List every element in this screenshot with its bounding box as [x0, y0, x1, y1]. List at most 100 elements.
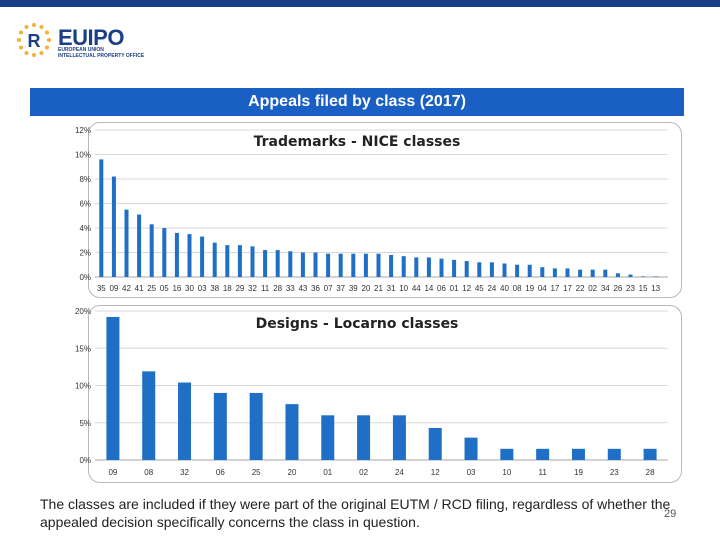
bar-class-01	[452, 259, 457, 277]
bar-class-45	[477, 262, 482, 277]
logo-star-icon	[45, 45, 49, 50]
bar-class-18	[225, 245, 230, 277]
x-tick-label: 03	[467, 468, 476, 477]
bar-class-06	[439, 258, 444, 278]
bar-class-15	[641, 276, 646, 277]
bar-class-13	[653, 276, 658, 277]
bar-class-17	[552, 268, 557, 277]
bar-class-09	[111, 176, 116, 277]
x-tick-label: 11	[539, 468, 548, 477]
trademarks-chart-frame	[88, 122, 682, 298]
x-tick-label: 30	[185, 284, 194, 293]
y-tick-label: 2%	[79, 249, 91, 258]
designs-bar-chart: 0% 5% 10% 15% 20% Designs - Locarno classes 09…	[75, 307, 668, 477]
x-tick-label: 07	[324, 284, 333, 293]
x-tick-label: 26	[613, 284, 622, 293]
x-tick-label: 23	[626, 284, 635, 293]
x-tick-label: 12	[431, 468, 440, 477]
x-tick-label: 18	[223, 284, 232, 293]
logo-star-icon	[39, 51, 44, 55]
x-tick-label: 01	[450, 284, 459, 293]
x-tick-label: 03	[198, 284, 207, 293]
logo-subtitle: EUROPEAN UNION INTELLECTUAL PROPERTY OFF…	[58, 47, 144, 59]
bar-class-20	[285, 404, 299, 461]
slide-title: Appeals filed by class (2017)	[30, 88, 684, 116]
chart-title: Trademarks - NICE classes	[254, 134, 461, 150]
bar-class-29	[237, 245, 242, 277]
bar-class-32	[250, 246, 255, 278]
euipo-star-circle-logo-icon: R	[17, 23, 51, 57]
logo-subtitle-line-2: INTELLECTUAL PROPERTY OFFICE	[58, 53, 145, 59]
y-tick-label: 10%	[75, 151, 91, 160]
y-tick-label: 8%	[79, 175, 91, 184]
bar-class-38	[212, 242, 217, 277]
x-tick-label: 38	[210, 284, 219, 293]
bar-class-37	[338, 253, 343, 277]
x-tick-label: 11	[261, 284, 270, 293]
x-tick-label: 34	[601, 284, 610, 293]
x-tick-label: 06	[216, 468, 225, 477]
x-tick-label: 04	[538, 284, 547, 293]
bar-class-11	[536, 448, 550, 460]
x-tick-label: 45	[475, 284, 484, 293]
bar-class-09	[106, 316, 120, 460]
bar-class-26	[615, 273, 620, 277]
bar-class-24	[392, 415, 406, 460]
x-tick-label: 23	[610, 468, 619, 477]
x-tick-label: 06	[437, 284, 446, 293]
logo-star-icon	[45, 30, 49, 35]
logo-star-icon	[47, 38, 51, 42]
x-tick-label: 14	[424, 284, 433, 293]
logo-star-icon	[19, 30, 23, 35]
x-tick-label: 28	[273, 284, 282, 293]
bar-class-07	[326, 253, 331, 277]
bar-class-23	[628, 274, 633, 277]
logo-star-icon	[24, 25, 29, 29]
logo-star-icon	[32, 53, 36, 57]
chart-title: Designs - Locarno classes	[256, 316, 459, 332]
bar-class-32	[178, 382, 192, 460]
logo-star-icon	[24, 51, 29, 55]
bar-class-22	[578, 269, 583, 277]
x-tick-label: 40	[500, 284, 509, 293]
x-tick-label: 28	[646, 468, 655, 477]
x-tick-label: 10	[502, 468, 511, 477]
y-tick-label: 10%	[75, 382, 91, 391]
x-tick-label: 32	[248, 284, 257, 293]
bar-class-02	[357, 415, 371, 460]
y-tick-label: 0%	[79, 273, 91, 282]
bar-class-31	[389, 254, 394, 277]
logo-name: EUIPO	[58, 25, 124, 50]
x-tick-label: 10	[399, 284, 408, 293]
x-tick-label: 25	[252, 468, 261, 477]
bar-class-08	[142, 371, 156, 460]
x-tick-label: 13	[651, 284, 660, 293]
bar-class-23	[607, 448, 621, 460]
x-tick-label: 20	[288, 468, 297, 477]
x-tick-label: 15	[639, 284, 648, 293]
x-tick-label: 44	[412, 284, 421, 293]
x-tick-label: 17	[550, 284, 559, 293]
bar-class-17	[565, 268, 570, 277]
bar-class-41	[137, 214, 142, 277]
x-tick-label: 09	[109, 284, 118, 293]
x-tick-label: 21	[374, 284, 383, 293]
bar-class-10	[401, 256, 406, 277]
logo-star-icon	[19, 45, 23, 50]
bar-class-12	[464, 261, 469, 277]
bar-class-20	[363, 253, 368, 277]
x-tick-label: 20	[361, 284, 370, 293]
bar-class-05	[162, 228, 167, 277]
bar-class-21	[376, 253, 381, 277]
x-tick-label: 24	[395, 468, 404, 477]
bar-class-04	[540, 267, 545, 277]
logo-subtitle-line-1: EUROPEAN UNION	[58, 47, 104, 53]
bar-class-02	[590, 269, 595, 277]
footer-note: The classes are included if they were pa…	[40, 496, 671, 530]
top-accent-bar	[0, 0, 720, 7]
x-tick-label: 39	[349, 284, 358, 293]
x-tick-label: 43	[298, 284, 307, 293]
y-tick-label: 15%	[75, 344, 91, 353]
x-tick-label: 19	[574, 468, 583, 477]
bar-class-10	[500, 448, 514, 460]
